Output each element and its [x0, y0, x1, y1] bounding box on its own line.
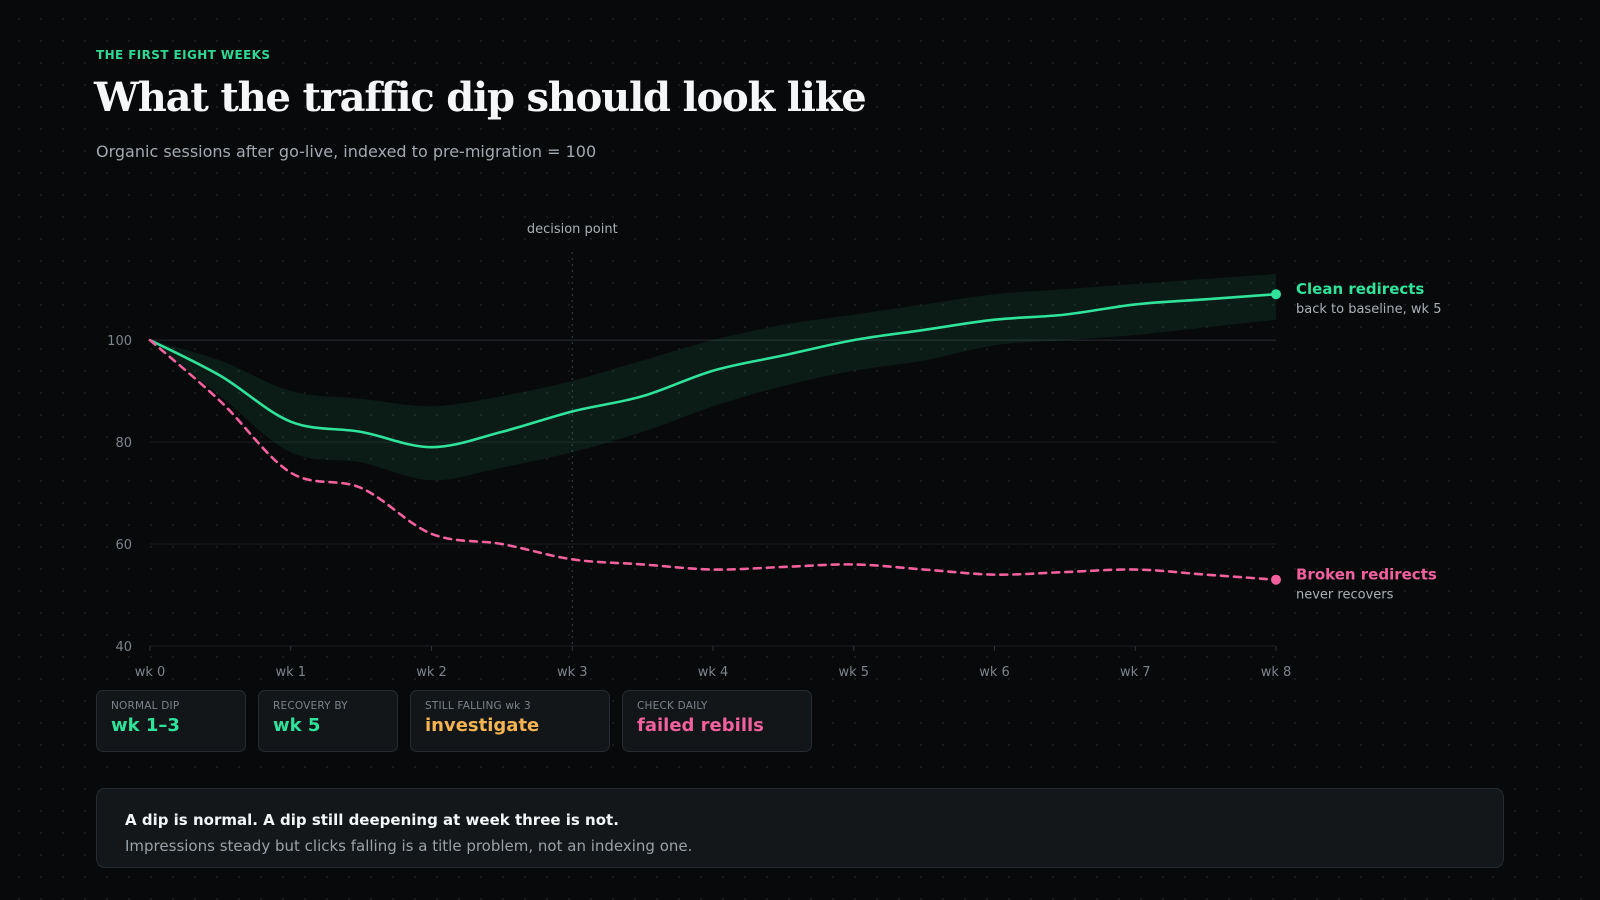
- series-label: Clean redirects: [1296, 280, 1424, 298]
- x-tick-label: wk 4: [698, 665, 729, 680]
- broken-redirects-endpoint: [1271, 574, 1281, 585]
- series-sublabel: never recovers: [1296, 588, 1394, 603]
- y-tick-label: 80: [115, 436, 132, 451]
- decision-point-label: decision point: [527, 222, 618, 237]
- x-tick-label: wk 5: [838, 665, 869, 680]
- series-label: Broken redirects: [1296, 566, 1437, 584]
- kpi-value: wk 1–3: [111, 715, 180, 736]
- confidence-band: [150, 273, 1276, 481]
- kpi-label: RECOVERY BY: [273, 700, 348, 712]
- clean-redirects-endpoint: [1271, 289, 1281, 300]
- eyebrow-label: THE FIRST EIGHT WEEKS: [96, 48, 271, 62]
- traffic-line-chart: 40 60 80 100 wk 0 wk 1 wk 2 wk 3 wk 4 wk 5 wk 6 wk …: [107, 222, 1442, 680]
- kpi-label: CHECK DAILY: [637, 700, 708, 712]
- x-tick-label: wk 2: [416, 665, 447, 680]
- broken-redirects-line: [148, 338, 1278, 582]
- kpi-card-check-daily: CHECK DAILY failed rebills: [622, 690, 812, 752]
- chart-subtitle: Organic sessions after go-live, indexed …: [96, 142, 597, 161]
- kpi-label: NORMAL DIP: [111, 700, 180, 712]
- kpi-value: wk 5: [273, 715, 321, 736]
- kpi-card-still-falling: STILL FALLING wk 3 investigate: [410, 690, 610, 752]
- kpi-card-recovery: RECOVERY BY wk 5: [258, 690, 398, 752]
- y-tick-label: 40: [115, 640, 132, 655]
- kpi-row: NORMAL DIP wk 1–3 RECOVERY BY wk 5 STILL…: [96, 690, 812, 752]
- y-tick-label: 60: [115, 538, 132, 553]
- x-tick-label: wk 6: [979, 665, 1010, 680]
- kpi-card-normal-dip: NORMAL DIP wk 1–3: [96, 690, 246, 752]
- kpi-value: investigate: [425, 715, 540, 736]
- x-tick-label: wk 8: [1261, 665, 1292, 680]
- x-tick-label: wk 7: [1120, 665, 1151, 680]
- x-tick-label: wk 3: [557, 665, 588, 680]
- series-sublabel: back to baseline, wk 5: [1296, 302, 1442, 317]
- callout-body: Impressions steady but clicks falling is…: [125, 837, 693, 855]
- kpi-value: failed rebills: [637, 715, 764, 736]
- insight-callout: A dip is normal. A dip still deepening a…: [96, 788, 1504, 868]
- page-title: What the traffic dip should look like: [94, 74, 867, 121]
- callout-headline: A dip is normal. A dip still deepening a…: [125, 811, 619, 829]
- x-tick-label: wk 1: [275, 665, 306, 680]
- clean-redirects-line: [148, 292, 1278, 449]
- kpi-label: STILL FALLING wk 3: [425, 700, 531, 712]
- y-tick-label: 100: [107, 334, 132, 349]
- x-tick-label: wk 0: [135, 665, 166, 680]
